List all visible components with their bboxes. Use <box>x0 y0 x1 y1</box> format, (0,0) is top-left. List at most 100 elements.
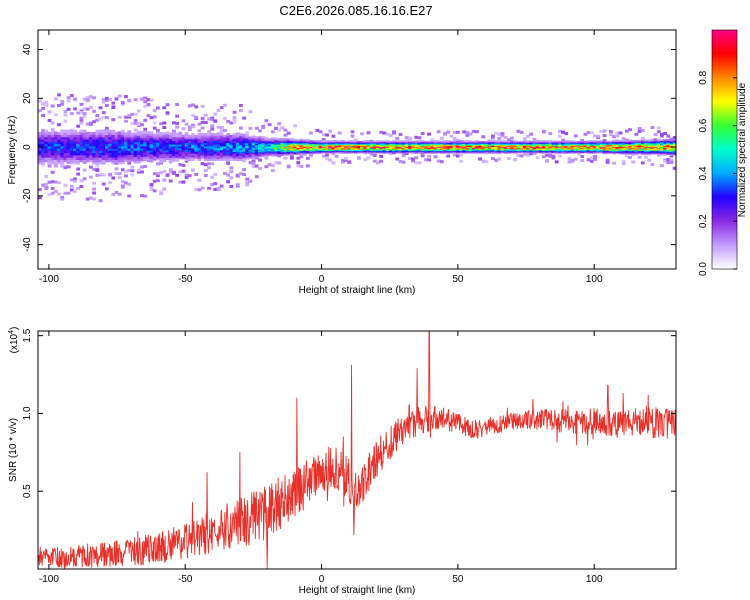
heatmap-cell <box>69 150 74 154</box>
heatmap-cell <box>194 188 199 192</box>
heatmap-cell <box>242 157 246 161</box>
heatmap-cell <box>296 161 301 165</box>
heatmap-cell <box>162 135 167 139</box>
heatmap-cell <box>219 158 224 161</box>
heatmap-cell <box>38 188 42 192</box>
heatmap-cell <box>254 126 259 130</box>
heatmap-cell <box>245 136 250 139</box>
heatmap-cell <box>612 135 616 139</box>
heatmap-cell <box>73 138 77 142</box>
heatmap-cell <box>165 153 170 157</box>
heatmap-cell <box>69 131 74 135</box>
heatmap-cell <box>207 156 211 160</box>
heatmap-cell <box>267 142 272 145</box>
heatmap-cell <box>143 143 148 147</box>
heatmap-cell <box>398 133 403 136</box>
heatmap-cell <box>666 149 671 152</box>
heatmap-cell <box>54 154 58 158</box>
colorbar-ticks: 0.00.20.40.60.8 <box>698 70 737 276</box>
heatmap-cell <box>181 164 186 167</box>
heatmap-cell <box>264 119 269 123</box>
heatmap-cell <box>235 143 240 147</box>
heatmap-cell <box>73 131 77 135</box>
heatmap-cell <box>82 112 87 116</box>
heatmap-cell <box>178 143 183 147</box>
heatmap-cell <box>149 147 154 151</box>
heatmap-cell <box>672 139 676 142</box>
heatmap-cell <box>219 154 224 158</box>
heatmap-cell <box>57 156 61 160</box>
heatmap-cell <box>280 141 285 143</box>
spectrogram-x-tick-label: -50 <box>178 274 193 285</box>
heatmap-cell <box>111 161 116 165</box>
heatmap-cell <box>60 136 65 140</box>
heatmap-cell <box>178 142 183 145</box>
heatmap-cell <box>586 158 591 162</box>
heatmap-cell <box>191 113 195 117</box>
heatmap-cell <box>133 160 138 164</box>
heatmap-cell <box>54 152 58 156</box>
snr-x-tick-label: 100 <box>586 574 603 585</box>
heatmap-cell <box>251 156 256 159</box>
heatmap-cell <box>484 140 489 143</box>
heatmap-cell <box>140 141 144 145</box>
heatmap-cell <box>63 159 68 163</box>
heatmap-cell <box>82 145 87 149</box>
heatmap-cell <box>41 102 45 105</box>
heatmap-cell <box>57 143 61 147</box>
heatmap-cell <box>219 140 224 143</box>
heatmap-cell <box>172 155 176 158</box>
heatmap-cell <box>146 133 151 137</box>
heatmap-cell <box>178 149 183 152</box>
heatmap-cell <box>254 141 259 144</box>
heatmap-cell <box>82 136 87 140</box>
heatmap-cell <box>647 152 652 154</box>
heatmap-cell <box>172 138 176 141</box>
heatmap-cell <box>111 106 116 109</box>
heatmap-cell <box>637 130 642 133</box>
heatmap-cell <box>149 145 154 149</box>
heatmap-cell <box>235 138 240 142</box>
heatmap-cell <box>609 140 613 142</box>
heatmap-cell <box>618 140 623 142</box>
heatmap-cell <box>529 152 534 156</box>
heatmap-cell <box>184 140 189 143</box>
heatmap-cell <box>66 131 71 135</box>
heatmap-cell <box>226 142 230 145</box>
heatmap-cell <box>95 168 100 172</box>
heatmap-cell <box>299 142 304 144</box>
heatmap-cell <box>660 164 664 167</box>
heatmap-cell <box>124 156 128 160</box>
heatmap-cell <box>210 140 215 143</box>
heatmap-cell <box>207 145 211 149</box>
heatmap-cell <box>251 141 256 144</box>
heatmap-cell <box>117 145 122 149</box>
colorbar: 0.00.20.40.60.8 Normalized spectral ampl… <box>698 29 748 276</box>
heatmap-cell <box>283 147 288 149</box>
heatmap-cell <box>127 114 132 118</box>
heatmap-cell <box>248 147 253 150</box>
heatmap-cell <box>200 133 205 136</box>
heatmap-cell <box>341 160 345 164</box>
heatmap-cell <box>274 154 278 157</box>
heatmap-cell <box>152 141 157 145</box>
heatmap-cell <box>175 158 179 162</box>
heatmap-cell <box>669 153 674 156</box>
heatmap-cell <box>172 132 176 136</box>
heatmap-cell <box>181 145 186 149</box>
heatmap-cell <box>181 153 186 156</box>
heatmap-cell <box>89 159 93 163</box>
heatmap-cell <box>108 156 112 160</box>
heatmap-cell <box>283 146 288 148</box>
heatmap-cell <box>124 145 128 149</box>
heatmap-cell <box>258 142 262 145</box>
heatmap-cell <box>168 136 173 139</box>
heatmap-cell <box>229 153 234 156</box>
heatmap-cell <box>605 148 610 150</box>
heatmap-cell <box>245 150 250 154</box>
heatmap-cell <box>219 143 224 147</box>
heatmap-cell <box>299 145 304 147</box>
heatmap-cell <box>197 129 202 133</box>
heatmap-cell <box>181 169 186 173</box>
heatmap-cell <box>274 126 278 130</box>
